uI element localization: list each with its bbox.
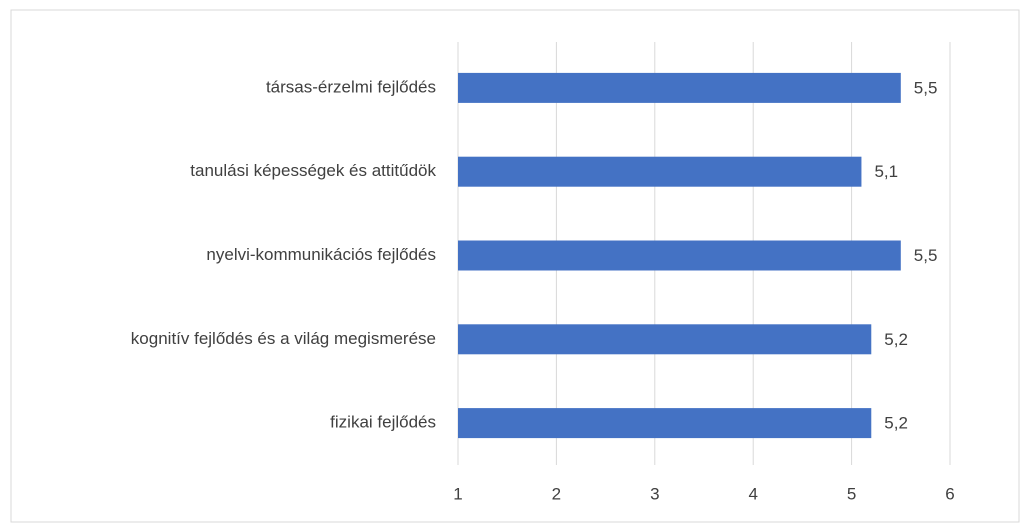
y-tick-label: társas-érzelmi fejlődés (266, 77, 436, 96)
y-tick-label: kognitív fejlődés és a világ megismerése (131, 329, 436, 348)
data-label: 5,5 (914, 78, 938, 97)
x-tick-label: 5 (847, 484, 856, 503)
x-tick-label: 2 (552, 484, 561, 503)
bar (458, 240, 901, 271)
y-tick-label: nyelvi-kommunikációs fejlődés (206, 245, 436, 264)
bar (458, 156, 862, 187)
bar (458, 72, 901, 103)
x-tick-label: 1 (453, 484, 462, 503)
x-tick-label: 4 (748, 484, 757, 503)
x-tick-label: 6 (945, 484, 954, 503)
y-tick-label: tanulási képességek és attitűdök (190, 161, 436, 180)
y-tick-label: fizikai fejlődés (330, 413, 436, 432)
data-label: 5,1 (874, 162, 898, 181)
data-label: 5,5 (914, 246, 938, 265)
bar (458, 324, 872, 355)
data-label: 5,2 (884, 414, 908, 433)
data-label: 5,2 (884, 330, 908, 349)
bar (458, 408, 872, 439)
x-tick-label: 3 (650, 484, 659, 503)
